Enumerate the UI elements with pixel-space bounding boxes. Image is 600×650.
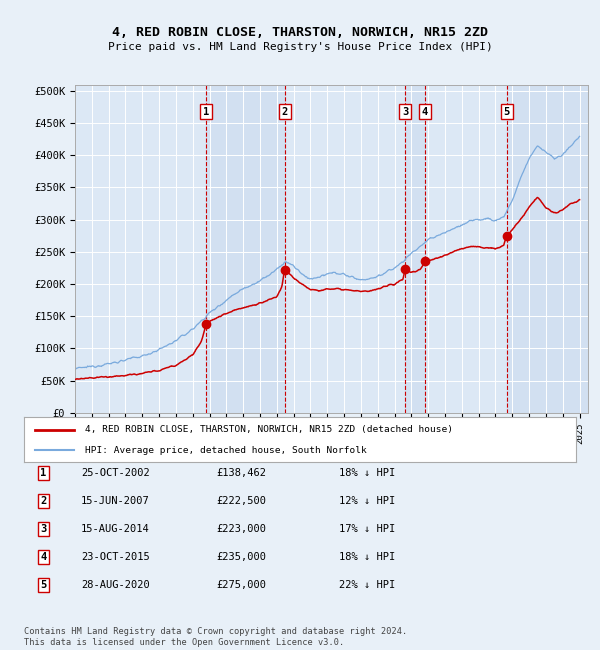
Text: £235,000: £235,000 [216, 552, 266, 562]
Text: 2: 2 [281, 107, 287, 116]
Bar [405, 84, 425, 413]
Text: 18% ↓ HPI: 18% ↓ HPI [339, 552, 395, 562]
Text: 25-OCT-2002: 25-OCT-2002 [81, 468, 150, 478]
Text: 4, RED ROBIN CLOSE, THARSTON, NORWICH, NR15 2ZD (detached house): 4, RED ROBIN CLOSE, THARSTON, NORWICH, N… [85, 425, 453, 434]
Text: 23-OCT-2015: 23-OCT-2015 [81, 552, 150, 562]
Bar [206, 84, 284, 413]
Text: 3: 3 [402, 107, 408, 116]
Text: £138,462: £138,462 [216, 468, 266, 478]
Text: £223,000: £223,000 [216, 524, 266, 534]
Text: 12% ↓ HPI: 12% ↓ HPI [339, 496, 395, 506]
Text: HPI: Average price, detached house, South Norfolk: HPI: Average price, detached house, Sout… [85, 446, 367, 455]
Text: 3: 3 [40, 524, 46, 534]
Text: 1: 1 [203, 107, 209, 116]
Text: 4, RED ROBIN CLOSE, THARSTON, NORWICH, NR15 2ZD: 4, RED ROBIN CLOSE, THARSTON, NORWICH, N… [112, 26, 488, 39]
Text: 18% ↓ HPI: 18% ↓ HPI [339, 468, 395, 478]
Text: Contains HM Land Registry data © Crown copyright and database right 2024.
This d: Contains HM Land Registry data © Crown c… [24, 627, 407, 647]
Text: 5: 5 [40, 580, 46, 590]
Text: 1: 1 [40, 468, 46, 478]
Text: 4: 4 [422, 107, 428, 116]
Text: 2: 2 [40, 496, 46, 506]
Text: 17% ↓ HPI: 17% ↓ HPI [339, 524, 395, 534]
Text: £222,500: £222,500 [216, 496, 266, 506]
Text: Price paid vs. HM Land Registry's House Price Index (HPI): Price paid vs. HM Land Registry's House … [107, 42, 493, 52]
Text: 5: 5 [503, 107, 510, 116]
Text: 15-AUG-2014: 15-AUG-2014 [81, 524, 150, 534]
Bar [506, 84, 588, 413]
Text: 22% ↓ HPI: 22% ↓ HPI [339, 580, 395, 590]
Text: 4: 4 [40, 552, 46, 562]
Text: 15-JUN-2007: 15-JUN-2007 [81, 496, 150, 506]
Text: 28-AUG-2020: 28-AUG-2020 [81, 580, 150, 590]
Text: £275,000: £275,000 [216, 580, 266, 590]
